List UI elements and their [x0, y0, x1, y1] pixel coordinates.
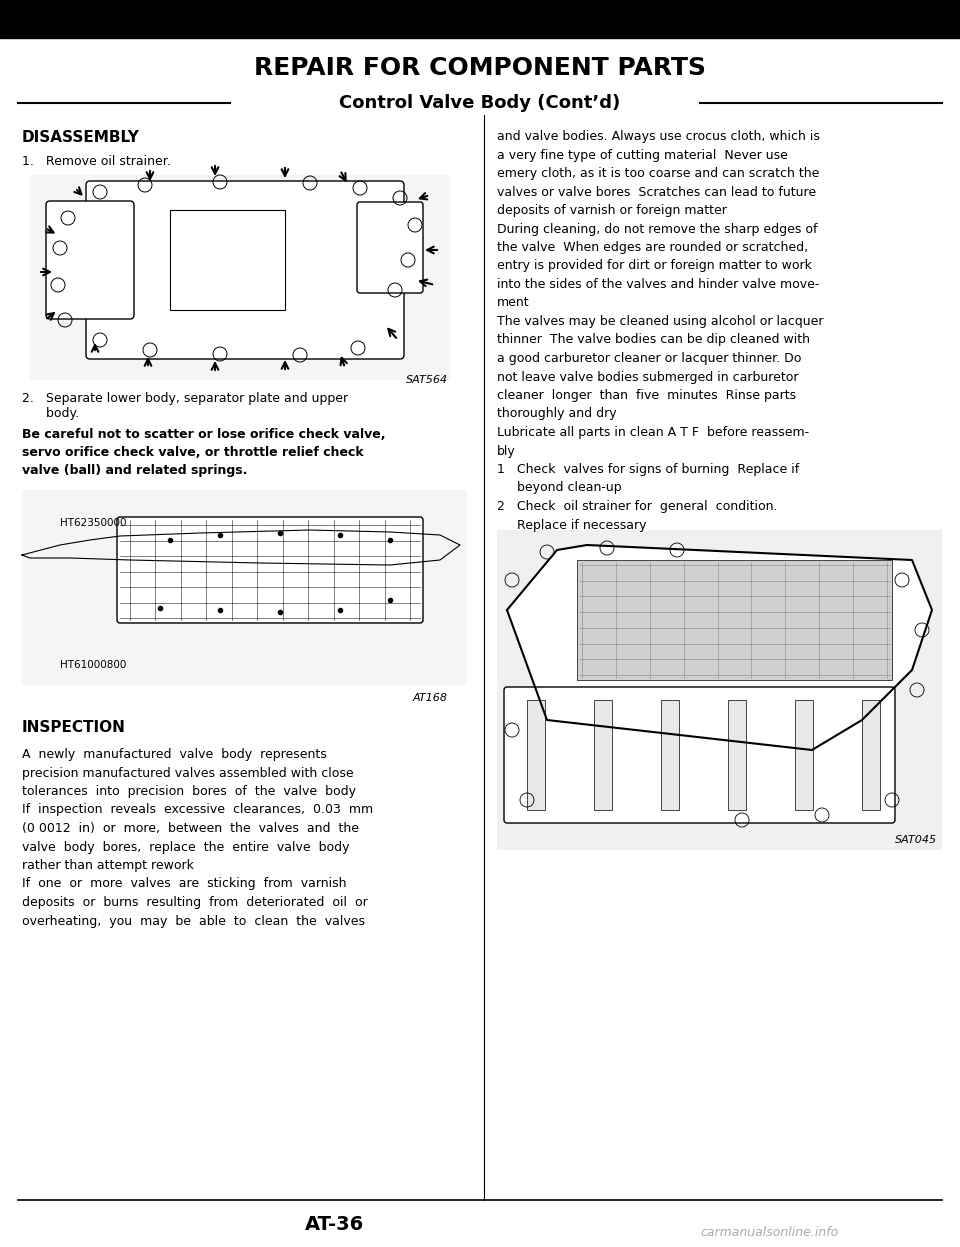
- FancyBboxPatch shape: [86, 181, 404, 359]
- Bar: [30, 175, 450, 380]
- Text: 2.   Separate lower body, separator plate and upper
      body.: 2. Separate lower body, separator plate …: [22, 392, 348, 420]
- Text: AT168: AT168: [413, 693, 448, 703]
- FancyBboxPatch shape: [504, 687, 895, 823]
- Text: INSPECTION: INSPECTION: [22, 720, 126, 734]
- Text: REPAIR FOR COMPONENT PARTS: REPAIR FOR COMPONENT PARTS: [254, 56, 706, 80]
- Bar: [728, 700, 746, 811]
- Text: Be careful not to scatter or lose orifice check valve,
servo orifice check valve: Be careful not to scatter or lose orific…: [22, 428, 386, 478]
- Text: AT-36: AT-36: [305, 1216, 365, 1235]
- Text: and valve bodies. Always use crocus cloth, which is
a very fine type of cutting : and valve bodies. Always use crocus clot…: [497, 130, 824, 531]
- Text: DISASSEMBLY: DISASSEMBLY: [22, 130, 140, 145]
- Bar: [795, 700, 813, 811]
- Bar: [0, 0, 960, 37]
- Text: SAT564: SAT564: [406, 375, 448, 385]
- Text: carmanualsonline.info: carmanualsonline.info: [701, 1226, 839, 1238]
- Bar: [594, 700, 612, 811]
- Bar: [577, 560, 892, 680]
- FancyBboxPatch shape: [357, 202, 423, 293]
- Bar: [661, 700, 679, 811]
- Text: HT61000800: HT61000800: [60, 660, 127, 670]
- Bar: [862, 700, 880, 811]
- Polygon shape: [507, 545, 932, 749]
- Bar: [527, 700, 545, 811]
- Bar: [170, 209, 285, 311]
- Text: HT62350000: HT62350000: [60, 518, 127, 527]
- Text: Control Valve Body (Cont’d): Control Valve Body (Cont’d): [340, 94, 620, 112]
- FancyBboxPatch shape: [46, 201, 134, 319]
- Text: SAT045: SAT045: [895, 835, 937, 845]
- Text: A  newly  manufactured  valve  body  represents
precision manufactured valves as: A newly manufactured valve body represen…: [22, 748, 373, 928]
- FancyBboxPatch shape: [117, 518, 423, 624]
- Bar: [22, 490, 467, 685]
- Text: 1.   Remove oil strainer.: 1. Remove oil strainer.: [22, 155, 171, 168]
- Bar: [497, 530, 942, 850]
